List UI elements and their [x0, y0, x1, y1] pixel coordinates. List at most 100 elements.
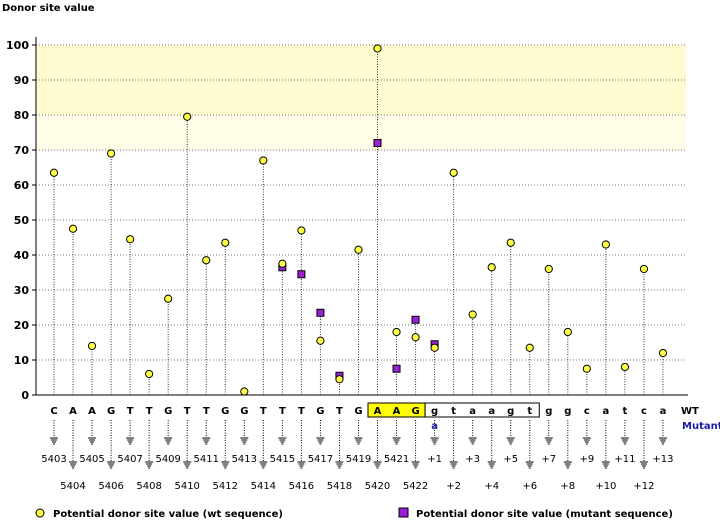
y-tick-label: 40: [14, 249, 30, 262]
position-label: 5414: [251, 481, 276, 492]
y-tick-label: 10: [14, 354, 30, 367]
position-label: 5422: [403, 481, 428, 492]
base-label: T: [279, 406, 286, 417]
wt-point: [468, 310, 477, 319]
base-label: G: [316, 406, 324, 417]
base-label: T: [184, 406, 191, 417]
wt-point: [221, 238, 230, 247]
wt-point: [126, 235, 135, 244]
wt-point: [506, 238, 515, 247]
position-label: 5419: [346, 454, 371, 465]
wt-point: [316, 336, 325, 345]
position-label: +6: [522, 481, 537, 492]
base-label: C: [50, 406, 57, 417]
sequence-row: C 5403 A 5404 A 5405 G 5406 T 5407 T 5408 G 5409 T 5410…: [41, 402, 720, 492]
mutant-point: [373, 139, 382, 147]
wt-point: [145, 369, 154, 379]
y-tick-label: 80: [14, 109, 30, 122]
position-label: +7: [541, 454, 556, 465]
legend-mutant-marker: [398, 507, 409, 518]
position-label: +8: [560, 481, 575, 492]
base-label: G: [164, 406, 172, 417]
mutant-point: [392, 364, 401, 373]
wt-point: [259, 156, 268, 165]
wt-point: [601, 240, 610, 249]
stems: [53, 48, 664, 395]
wt-point: [487, 263, 496, 272]
base-label: a: [602, 406, 609, 417]
wt-point: [563, 327, 572, 337]
base-label: t: [623, 406, 628, 417]
gridlines: [32, 44, 686, 396]
y-tick-label: 30: [14, 284, 30, 297]
legend-mutant-label: Potential donor site value (mutant seque…: [416, 509, 673, 520]
y-tick-label: 0: [21, 389, 29, 402]
wt-point: [544, 264, 553, 274]
mutant-point: [411, 315, 420, 324]
mutant-point: [316, 308, 325, 317]
base-label: g: [545, 406, 552, 417]
wt-point: [87, 341, 97, 351]
base-label: T: [127, 406, 134, 417]
base-label: G: [411, 406, 419, 417]
position-label: +2: [446, 481, 461, 492]
base-label: G: [107, 406, 115, 417]
base-label: T: [203, 406, 210, 417]
base-label: a: [660, 406, 667, 417]
data-points: [49, 44, 668, 396]
position-label: 5416: [289, 481, 314, 492]
base-label: g: [507, 406, 514, 417]
base-label: A: [88, 406, 96, 417]
base-label: t: [527, 406, 532, 417]
wt-point: [525, 343, 534, 352]
base-label: a: [488, 406, 495, 417]
base-label: g: [431, 406, 438, 417]
mutant-label: Mutant: [682, 421, 720, 432]
base-label: T: [298, 406, 305, 417]
position-label: 5412: [213, 481, 238, 492]
base-label: G: [240, 406, 248, 417]
wt-point: [335, 375, 344, 384]
wt-point: [392, 327, 401, 337]
base-label: T: [336, 406, 343, 417]
position-label: 5408: [136, 481, 161, 492]
wt-point: [354, 245, 363, 254]
position-label: +12: [633, 481, 654, 492]
base-label: A: [393, 406, 401, 417]
wt-point: [449, 168, 458, 177]
position-label: 5406: [98, 481, 123, 492]
y-tick-labels: 0 10 20 30 40 50 60 70 80 90 100: [6, 39, 29, 402]
wt-point: [183, 112, 192, 121]
wt-point: [240, 387, 249, 396]
position-label: 5421: [384, 454, 409, 465]
mutant-point: [297, 270, 306, 279]
wt-point: [411, 333, 420, 342]
y-tick-label: 70: [14, 144, 30, 157]
base-label: c: [584, 406, 590, 417]
base-label: c: [641, 406, 647, 417]
position-label: 5418: [327, 481, 352, 492]
base-label: a: [469, 406, 476, 417]
position-label: 5407: [117, 454, 142, 465]
axes: [35, 37, 688, 396]
y-axis-label: Donor site value: [2, 3, 95, 14]
wt-point: [430, 343, 439, 352]
mutant-base-label: a: [431, 421, 438, 432]
wt-point: [68, 224, 78, 233]
wt-point: [297, 226, 306, 235]
legend-wt-marker: [35, 508, 45, 518]
wt-point: [373, 44, 382, 53]
y-tick-label: 60: [14, 179, 30, 192]
base-label: T: [146, 406, 153, 417]
position-label: 5411: [194, 454, 219, 465]
position-label: 5417: [308, 454, 333, 465]
wt-point: [106, 149, 116, 158]
wt-point: [620, 362, 630, 372]
position-label: +11: [614, 454, 635, 465]
base-label: G: [221, 406, 229, 417]
base-label: G: [354, 406, 362, 417]
plot-background: [36, 45, 686, 150]
wt-label: WT: [681, 406, 699, 417]
position-label: +13: [652, 454, 673, 465]
base-label: t: [451, 406, 456, 417]
